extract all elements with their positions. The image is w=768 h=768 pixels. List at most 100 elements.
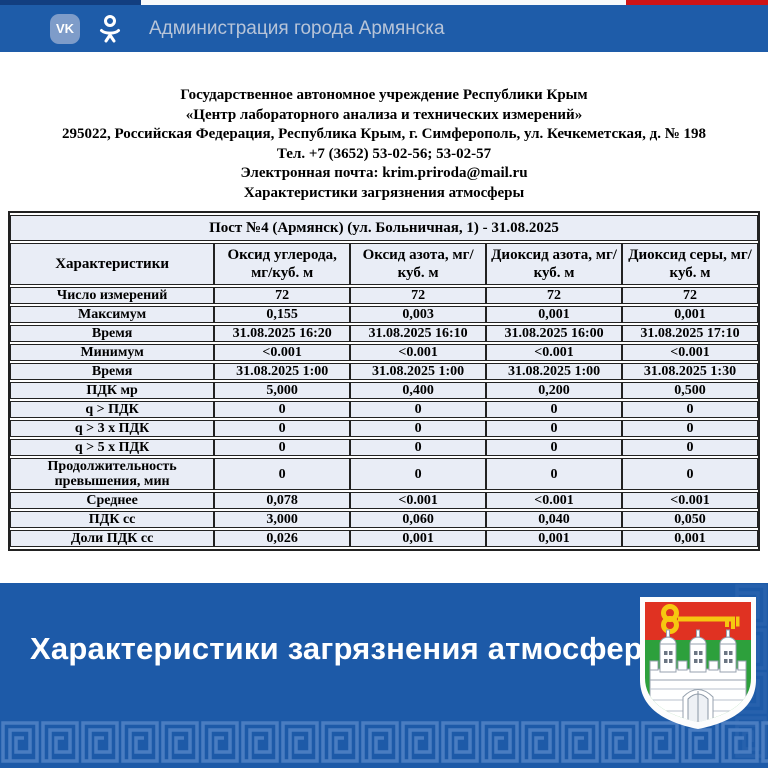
row-value: 0 <box>622 458 758 490</box>
row-value: 0,001 <box>350 530 487 547</box>
letterhead: Государственное автономное учреждение Ре… <box>0 86 768 203</box>
row-value: 0,500 <box>622 382 758 399</box>
row-value: <0.001 <box>622 344 758 361</box>
row-value: 31.08.2025 1:00 <box>350 363 487 380</box>
row-value: 0 <box>486 420 623 437</box>
column-header: Диоксид серы, мг/куб. м <box>622 243 758 285</box>
tricolor-red-segment <box>625 0 768 5</box>
table-row: Среднее 0,078 <0.001 <0.001 <0.001 <box>10 492 758 509</box>
table-row: Продолжительность превышения, мин 0 0 0 0 <box>10 458 758 490</box>
row-value: 0,003 <box>350 306 487 323</box>
column-header-characteristics: Характеристики <box>10 243 215 285</box>
row-value: 31.08.2025 17:10 <box>622 325 758 342</box>
table-row: q > ПДК 0 0 0 0 <box>10 401 758 418</box>
row-label: Время <box>10 325 215 342</box>
tricolor-white-segment <box>141 0 626 5</box>
row-value: 72 <box>622 287 758 304</box>
tricolor-navy-segment <box>0 0 142 5</box>
row-value: 0 <box>214 439 351 456</box>
letterhead-line: Государственное автономное учреждение Ре… <box>180 87 588 103</box>
row-label: Продолжительность превышения, мин <box>10 458 215 490</box>
row-label: Доли ПДК сс <box>10 530 215 547</box>
table-row: Максимум 0,155 0,003 0,001 0,001 <box>10 306 758 323</box>
row-value: 72 <box>350 287 487 304</box>
row-value: 31.08.2025 1:00 <box>486 363 623 380</box>
letterhead-email-line: Электронная почта: krim.priroda@mail.ru <box>240 165 528 181</box>
row-value: 0,026 <box>214 530 351 547</box>
greek-key-bottom-border <box>0 716 768 768</box>
row-value: 0 <box>350 420 487 437</box>
table-row: ПДК мр 5,000 0,400 0,200 0,500 <box>10 382 758 399</box>
row-value: 31.08.2025 16:20 <box>214 325 351 342</box>
row-value: 0,200 <box>486 382 623 399</box>
table-row: Число измерений 72 72 72 72 <box>10 287 758 304</box>
row-label: q > 5 х ПДК <box>10 439 215 456</box>
row-label: q > ПДК <box>10 401 215 418</box>
row-value: <0.001 <box>350 344 487 361</box>
row-value: 0 <box>350 458 487 490</box>
row-value: 0,040 <box>486 511 623 528</box>
coat-of-arms-armyansk <box>640 597 756 729</box>
row-value: 31.08.2025 1:00 <box>214 363 351 380</box>
row-value: 0,050 <box>622 511 758 528</box>
row-value: 3,000 <box>214 511 351 528</box>
table-row: q > 3 х ПДК 0 0 0 0 <box>10 420 758 437</box>
row-value: <0.001 <box>486 344 623 361</box>
column-header: Оксид азота, мг/куб. м <box>350 243 487 285</box>
top-tricolor-strip <box>0 0 768 5</box>
row-value: <0.001 <box>350 492 487 509</box>
row-value: <0.001 <box>486 492 623 509</box>
row-value: 72 <box>486 287 623 304</box>
row-value: 0,001 <box>622 306 758 323</box>
row-value: 0 <box>622 420 758 437</box>
banner-title: Характеристики загрязнения атмосферы <box>30 631 670 666</box>
row-value: 0,001 <box>622 530 758 547</box>
table-row: Минимум <0.001 <0.001 <0.001 <0.001 <box>10 344 758 361</box>
row-value: 0 <box>214 420 351 437</box>
table-row: ПДК сс 3,000 0,060 0,040 0,050 <box>10 511 758 528</box>
row-label: ПДК мр <box>10 382 215 399</box>
row-label: Максимум <box>10 306 215 323</box>
row-value: 0 <box>622 439 758 456</box>
app-header-bar: VK Администрация города Армянска <box>0 5 768 52</box>
row-value: 31.08.2025 16:00 <box>486 325 623 342</box>
table-row: Время 31.08.2025 1:00 31.08.2025 1:00 31.08… <box>10 363 758 380</box>
row-label: Среднее <box>10 492 215 509</box>
row-value: <0.001 <box>622 492 758 509</box>
row-value: <0.001 <box>214 344 351 361</box>
row-value: 72 <box>214 287 351 304</box>
row-value: 0,001 <box>486 306 623 323</box>
row-value: 0 <box>214 458 351 490</box>
table-row: q > 5 х ПДК 0 0 0 0 <box>10 439 758 456</box>
row-value: 31.08.2025 16:10 <box>350 325 487 342</box>
table-title-row: Пост №4 (Армянск) (ул. Больничная, 1) - … <box>10 215 758 241</box>
row-value: 0 <box>486 458 623 490</box>
column-header: Диоксид азота, мг/куб. м <box>486 243 623 285</box>
pollution-table: Пост №4 (Армянск) (ул. Больничная, 1) - … <box>8 211 760 551</box>
row-value: 0,400 <box>350 382 487 399</box>
row-value: 0,155 <box>214 306 351 323</box>
row-label: Время <box>10 363 215 380</box>
row-value: 5,000 <box>214 382 351 399</box>
row-value: 0 <box>486 401 623 418</box>
letterhead-line: «Центр лабораторного анализа и техническ… <box>185 106 583 123</box>
row-value: 0 <box>350 401 487 418</box>
row-value: 0,078 <box>214 492 351 509</box>
letterhead-subject-line: Характеристики загрязнения атмосферы <box>243 184 525 201</box>
table-row: Доли ПДК сс 0,026 0,001 0,001 0,001 <box>10 530 758 547</box>
table-row: Время 31.08.2025 16:20 31.08.2025 16:10 31.… <box>10 325 758 342</box>
row-value: 0 <box>486 439 623 456</box>
page-title: Администрация города Армянска <box>149 17 445 39</box>
row-value: 0,060 <box>350 511 487 528</box>
row-value: 0 <box>214 401 351 418</box>
vk-icon[interactable]: VK <box>50 13 80 44</box>
row-value: 0 <box>350 439 487 456</box>
row-label: ПДК сс <box>10 511 215 528</box>
column-header: Оксид углерода, мг/куб. м <box>214 243 351 285</box>
row-label: Число измерений <box>10 287 215 304</box>
row-value: 0 <box>622 401 758 418</box>
letterhead-line: 295022, Российская Федерация, Республика… <box>61 126 707 142</box>
bottom-banner: Характеристики загрязнения атмосферы <box>0 583 768 768</box>
odnoklassniki-icon[interactable] <box>97 14 123 44</box>
